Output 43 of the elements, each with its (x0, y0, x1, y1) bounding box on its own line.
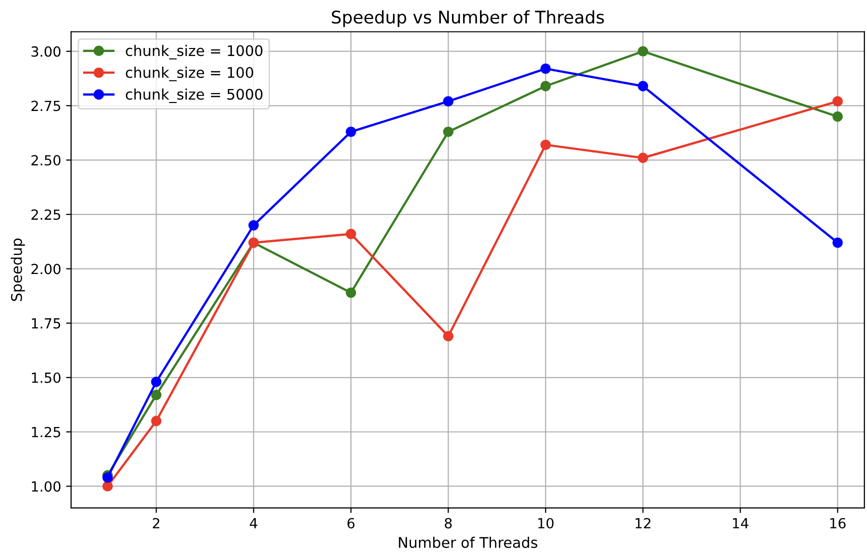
x-tick-label: 12 (636, 518, 650, 528)
x-tick-label: 4 (250, 518, 258, 528)
chart-title: Speedup vs Number of Threads (332, 10, 604, 28)
point (151, 376, 162, 388)
point (832, 96, 843, 107)
x-axis-title: Number of Threads (398, 536, 538, 548)
point (443, 330, 454, 342)
point (638, 152, 648, 164)
point (151, 390, 162, 400)
y-tick-label: 3.00 (32, 46, 60, 57)
legend-label: chunk_size = 100 (126, 66, 254, 82)
x-tick-label: 2 (152, 518, 160, 528)
point (346, 126, 356, 137)
point (540, 64, 551, 74)
point (540, 140, 551, 150)
y-tick-label: 2.25 (31, 209, 60, 220)
y-tick-label: 2.50 (31, 155, 60, 166)
y-tick-label: 1.50 (32, 372, 60, 383)
point (832, 237, 843, 248)
y-tick-label: 1.00 (32, 481, 60, 492)
point (443, 96, 454, 107)
point (346, 287, 356, 298)
y-tick-label: 2.75 (31, 100, 60, 112)
x-tick-label: 8 (444, 518, 452, 528)
point (832, 111, 843, 122)
x-tick-label: 14 (732, 518, 748, 528)
point (638, 80, 648, 92)
x-tick-label: 16 (830, 518, 846, 528)
y-tick-label: 1.25 (32, 426, 60, 438)
x-tick-label: 6 (347, 518, 354, 528)
x-tick-label: 10 (538, 518, 554, 528)
point (102, 481, 113, 492)
point (248, 220, 259, 230)
y-tick-label: 1.75 (32, 318, 60, 329)
y-tick-label: 2.00 (31, 264, 60, 274)
point (540, 80, 551, 92)
point (346, 228, 356, 240)
point (151, 416, 162, 426)
point (638, 46, 648, 57)
y-axis-title: Speedup (10, 238, 25, 302)
point (443, 126, 454, 137)
legend-label: chunk_size = 5000 (126, 88, 262, 104)
legend-label: chunk_size = 1000 (126, 44, 262, 60)
